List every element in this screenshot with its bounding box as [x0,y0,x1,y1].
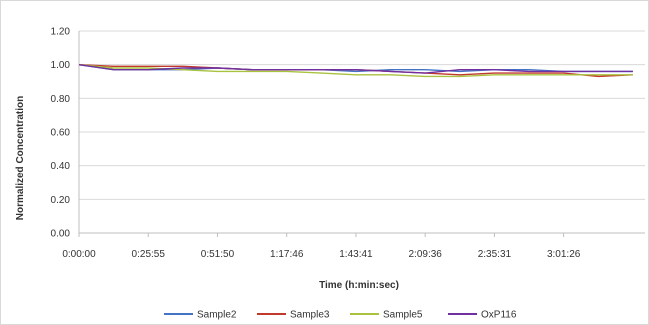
x-tick-label: 2:09:36 [408,249,442,260]
x-axis-title: Time (h:min:sec) [319,280,399,291]
legend: Sample2 Sample3 Sample5 OxP116 [164,310,517,321]
legend-item-sample5: Sample5 [350,310,423,321]
y-tick-label: 0.80 [51,94,71,105]
y-axis-title: Normalized Concentration [15,96,26,220]
series-lines [78,64,633,78]
y-tick-label: 0.60 [51,128,71,139]
axes [78,31,645,237]
x-tick-label: 0:00:00 [62,249,96,260]
y-tick-label: 0.20 [51,195,71,206]
x-tick-label: 1:17:46 [270,249,304,260]
x-tick-label: 0:25:55 [132,249,166,260]
legend-item-sample3: Sample3 [257,310,330,321]
y-tick-label: 0.40 [51,161,71,172]
x-tick-label: 2:35:31 [478,249,512,260]
x-tick-label: 3:01:26 [547,249,581,260]
x-tick-label: 1:43:41 [339,249,373,260]
gridlines [79,30,645,200]
legend-item-sample2: Sample2 [164,310,237,321]
y-tick-label: 0.00 [51,229,71,240]
legend-item-oxp116: OxP116 [448,310,517,321]
legend-label: Sample5 [383,310,423,321]
tick-labels: 0.00 0.20 0.40 0.60 0.80 1.00 1.20 0:00:00 0:25:… [51,27,581,261]
series-line-oxp116 [78,64,633,74]
y-tick-label: 1.20 [51,27,71,38]
legend-label: Sample2 [197,310,237,321]
legend-label: Sample3 [290,310,330,321]
y-tick-label: 1.00 [51,60,71,71]
legend-label: OxP116 [481,310,517,321]
x-tick-label: 0:51:50 [201,249,235,260]
